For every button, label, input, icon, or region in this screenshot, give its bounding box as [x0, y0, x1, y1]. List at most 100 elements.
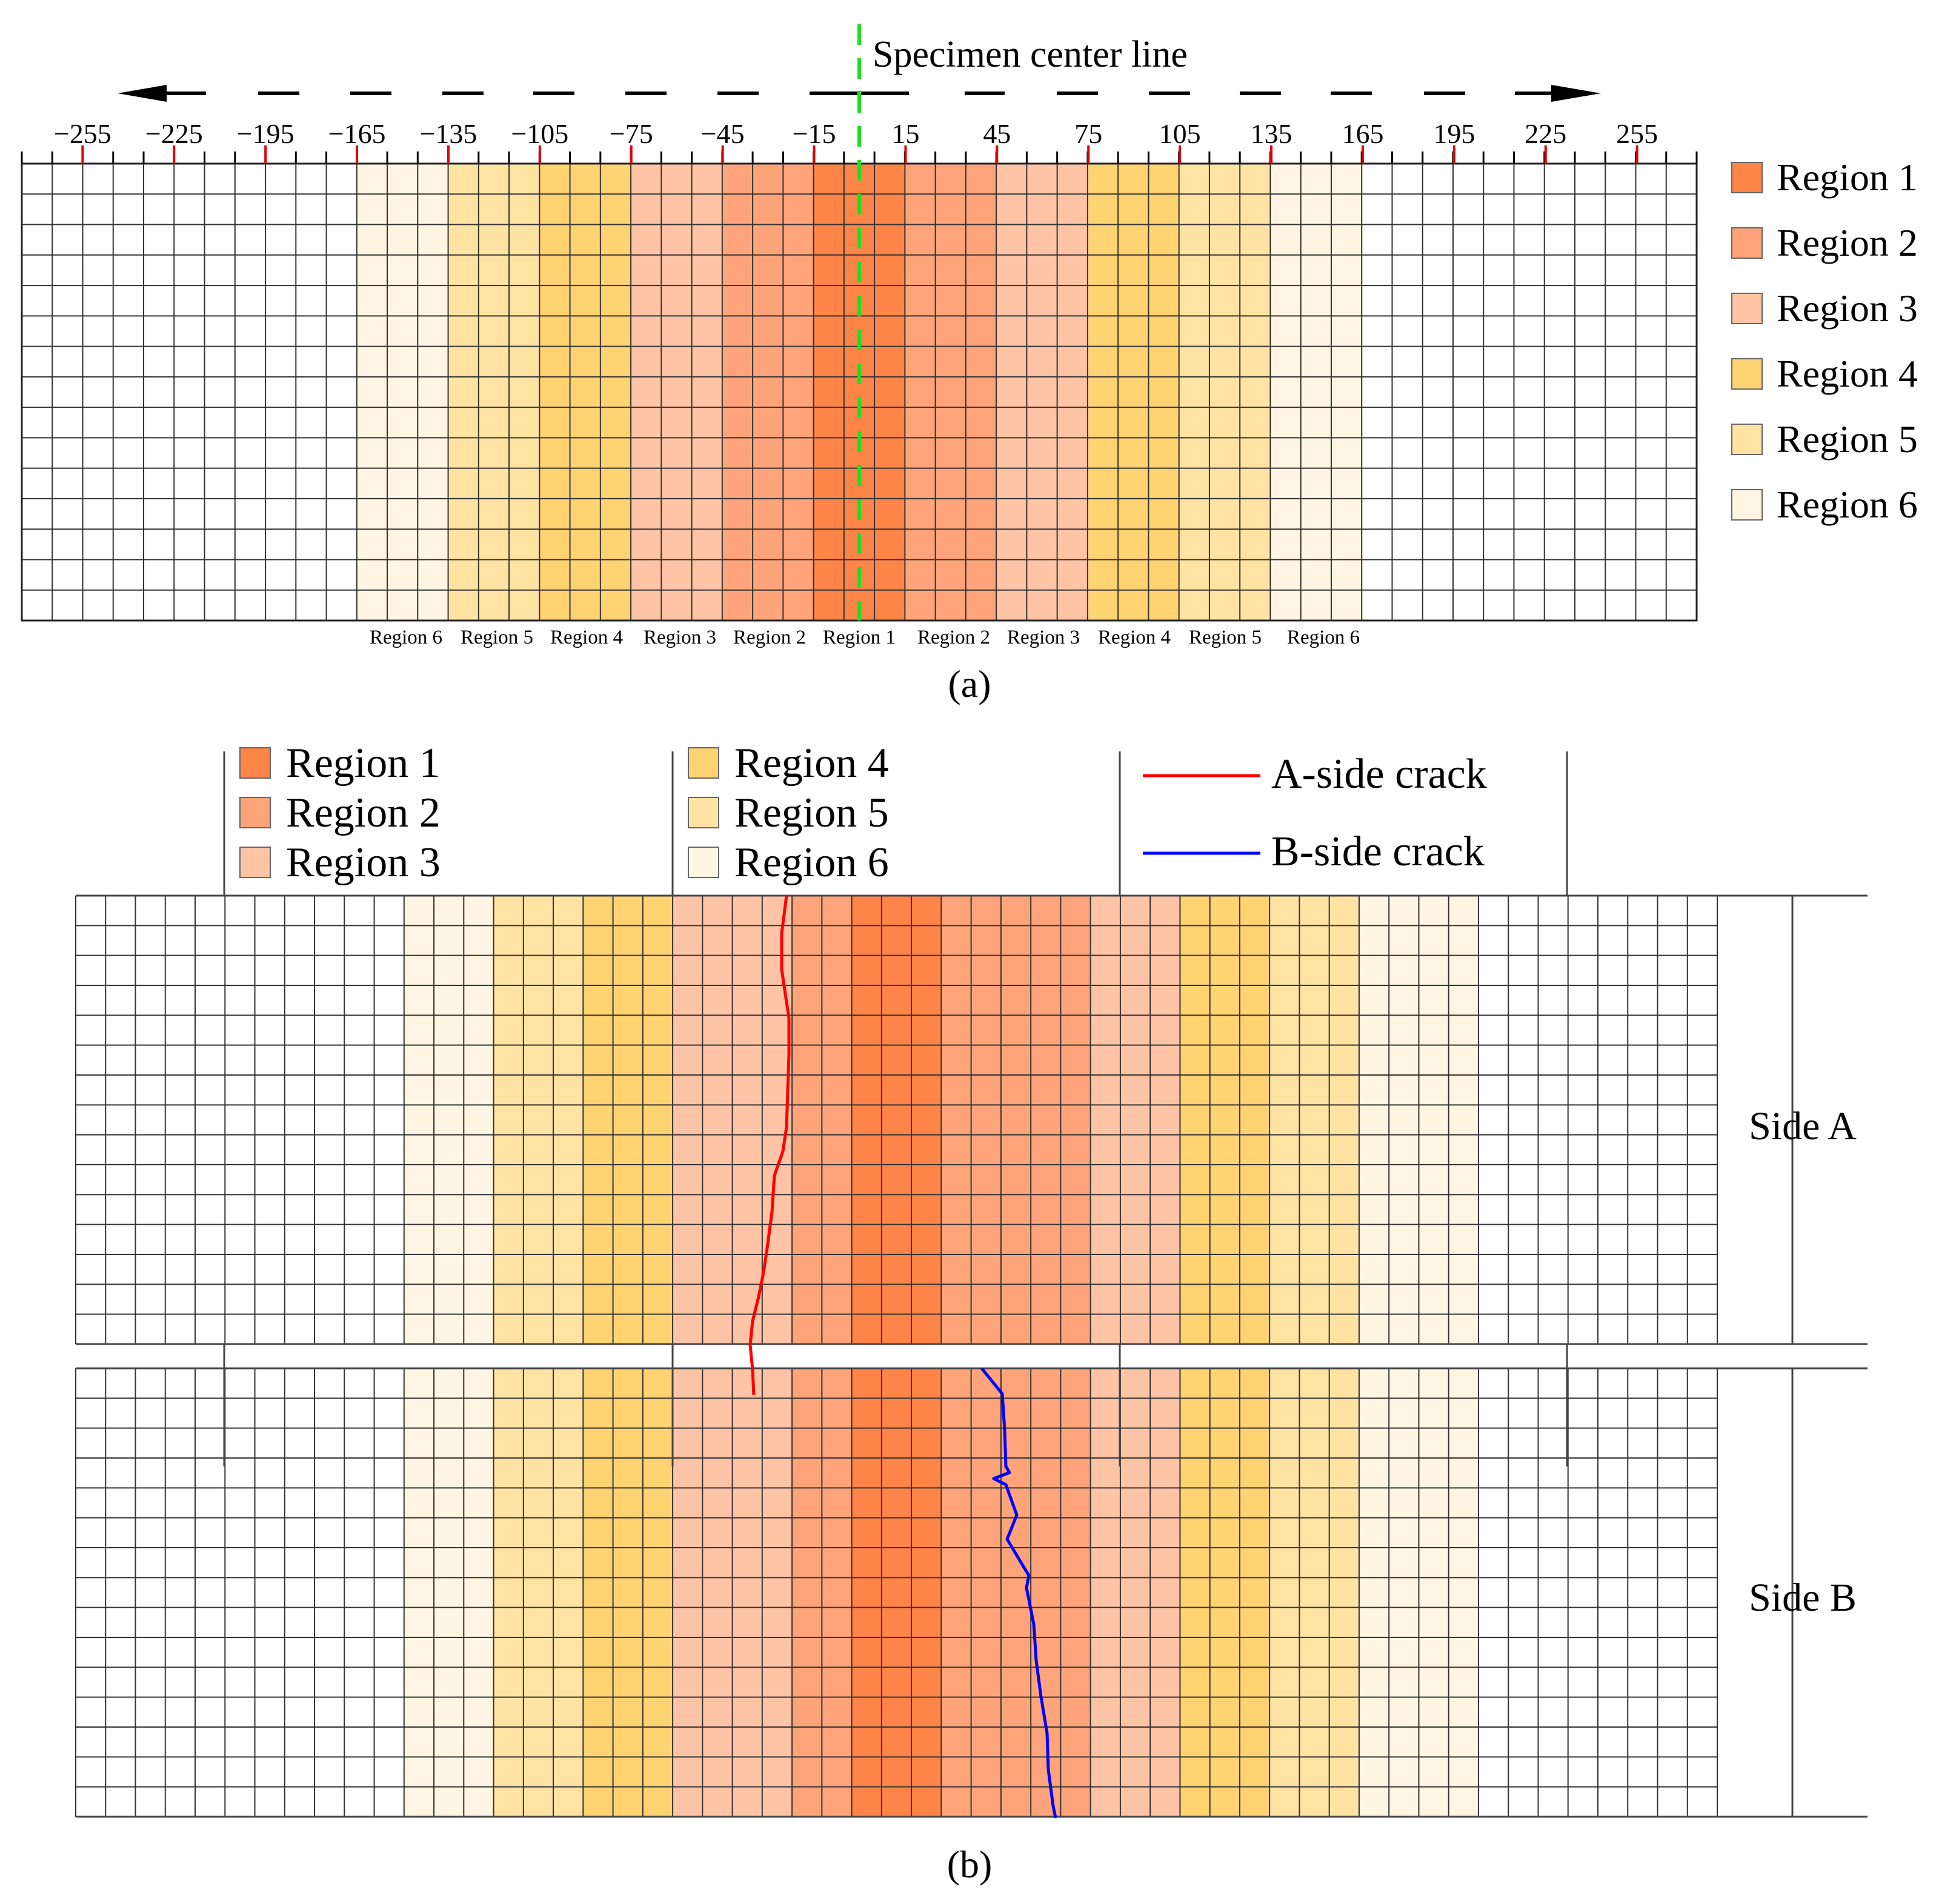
- region-label: Region 4: [1098, 627, 1171, 648]
- legend-label: Region 5: [1777, 418, 1918, 461]
- tick-label: 255: [1616, 118, 1658, 149]
- tick-label: −195: [237, 118, 294, 149]
- region-label: Region 6: [370, 627, 442, 648]
- panel-a-legend: Region 1 Region 2 Region 3 Region 4 Region 5…: [1731, 156, 1918, 526]
- legend-label: Region 5: [734, 790, 889, 836]
- panel-a-region-bands: [357, 164, 1363, 621]
- legend-swatch-region-2: [239, 797, 271, 828]
- legend-swatch-region-4: [1731, 358, 1763, 390]
- band-region-1: [851, 896, 942, 1344]
- legend-swatch-region-2: [1731, 227, 1763, 259]
- region-label: Region 5: [1189, 627, 1262, 648]
- legend-label: Region 2: [286, 790, 441, 836]
- tick-label: 105: [1159, 118, 1201, 149]
- region-label: Region 2: [733, 627, 806, 648]
- tick-label: −45: [701, 118, 745, 149]
- legend-label: Region 4: [1777, 352, 1918, 395]
- band-region-3: [631, 164, 723, 621]
- panel-a-axis-ticks: [21, 145, 1698, 164]
- band-region-1: [851, 1368, 942, 1817]
- region-label: Region 5: [461, 627, 533, 648]
- legend-label: Region 6: [1777, 483, 1918, 526]
- legend-swatch-region-1: [1731, 162, 1763, 193]
- panel-b-grid: [75, 896, 1718, 1817]
- band-region-4: [1180, 896, 1270, 1344]
- legend-label: Region 3: [286, 839, 441, 886]
- panel-b-frame-lines: [76, 751, 1868, 1818]
- band-region-6: [404, 1368, 494, 1817]
- tick-label: −15: [793, 118, 836, 149]
- legend-swatch-region-4: [688, 747, 719, 779]
- legend-swatch-region-5: [1731, 424, 1763, 455]
- legend-swatch-region-5: [688, 797, 719, 828]
- tick-label: −135: [419, 118, 477, 149]
- band-region-5: [1269, 1368, 1359, 1817]
- tick-label: 75: [1074, 118, 1102, 149]
- legend-label: Region 3: [1777, 287, 1918, 330]
- panel-a: −255 −225 −195 −165 −135 −105 −75 −45 −15 15 45 75 1…: [21, 24, 1918, 705]
- region-label: Region 6: [1287, 627, 1360, 648]
- band-region-4: [583, 1368, 673, 1817]
- tick-label: −105: [511, 118, 568, 149]
- band-region-4: [539, 164, 631, 621]
- band-region-2: [941, 1368, 1091, 1817]
- legend-a-crack-label: A-side crack: [1271, 751, 1487, 797]
- band-region-5: [448, 164, 540, 621]
- band-region-3: [1090, 896, 1180, 1344]
- tick-label: 195: [1433, 118, 1475, 149]
- band-region-5: [1180, 164, 1272, 621]
- band-region-3: [1090, 1368, 1180, 1817]
- legend-label: Region 4: [734, 740, 889, 787]
- region-label: Region 1: [823, 627, 896, 648]
- legend-swatch-region-6: [1731, 489, 1763, 521]
- tick-label: 135: [1251, 118, 1292, 149]
- legend-label: Region 1: [1777, 156, 1918, 199]
- legend-swatch-region-1: [239, 747, 271, 779]
- band-region-6: [1271, 164, 1363, 621]
- band-region-6: [357, 164, 448, 621]
- legend-swatch-region-3: [239, 847, 271, 878]
- legend-swatch-region-6: [688, 847, 719, 878]
- band-region-5: [493, 896, 584, 1344]
- band-region-5: [1269, 896, 1359, 1344]
- side-b-label: Side B: [1749, 1576, 1857, 1620]
- tick-label: 45: [983, 118, 1011, 149]
- caption-a: (a): [948, 662, 991, 705]
- region-label: Region 3: [644, 627, 716, 648]
- legend-b-crack-label: B-side crack: [1271, 828, 1485, 875]
- legend-swatch-region-3: [1731, 293, 1763, 324]
- tick-label: −75: [610, 118, 653, 149]
- tick-label: 15: [891, 118, 919, 149]
- side-a-label: Side A: [1749, 1104, 1857, 1148]
- arrow-head-right: [1551, 85, 1601, 102]
- band-region-5: [493, 1368, 584, 1817]
- region-label: Region 3: [1007, 627, 1080, 648]
- legend-label: Region 1: [286, 740, 441, 787]
- tick-label: −255: [54, 118, 111, 149]
- a-side-crack: [748, 895, 791, 1396]
- arrow-head-left: [118, 85, 167, 102]
- caption-b: (b): [947, 1843, 993, 1886]
- band-region-2: [941, 896, 1091, 1344]
- panel-a-region-labels: Region 6 Region 5 Region 4 Region 3 Region 2…: [370, 627, 1360, 648]
- band-region-4: [583, 896, 673, 1344]
- band-region-2: [722, 164, 814, 621]
- center-line-label: Specimen center line: [873, 34, 1188, 75]
- tick-label: −165: [328, 118, 386, 149]
- band-region-3: [997, 164, 1089, 621]
- panel-a-tick-labels: −255 −225 −195 −165 −135 −105 −75 −45 −15 15 45 75 1…: [54, 118, 1658, 149]
- region-label: Region 4: [550, 627, 623, 648]
- band-region-2: [905, 164, 997, 621]
- legend-label: Region 6: [734, 839, 889, 886]
- band-region-4: [1088, 164, 1180, 621]
- tick-label: 225: [1525, 118, 1566, 149]
- b-side-crack: [980, 1367, 1057, 1819]
- band-region-6: [404, 896, 494, 1344]
- legend-label: Region 2: [1777, 221, 1918, 264]
- tick-label: −225: [145, 118, 203, 149]
- region-label: Region 2: [917, 627, 990, 648]
- band-region-4: [1180, 1368, 1270, 1817]
